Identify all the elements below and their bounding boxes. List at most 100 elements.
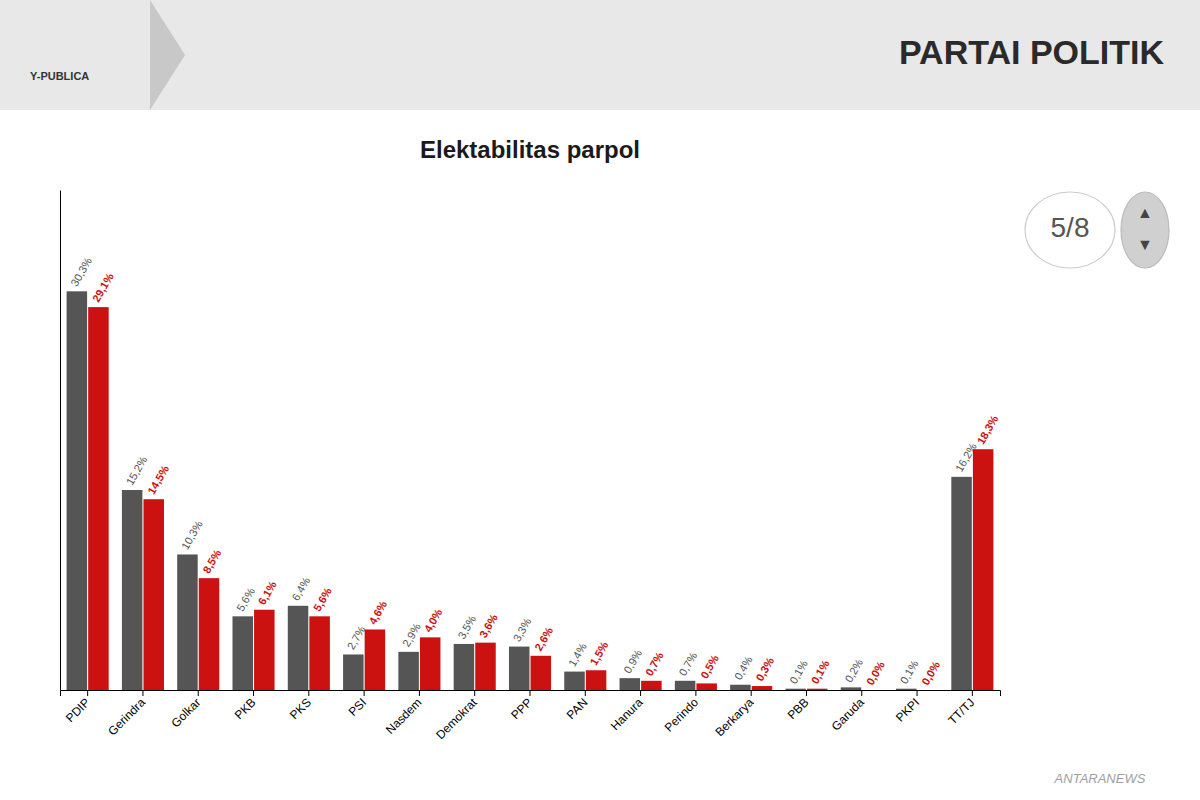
bar bbox=[365, 629, 385, 690]
x-tick: PKB bbox=[232, 690, 259, 722]
x-tick-label: TT/TJ bbox=[945, 695, 977, 727]
chart-title: Elektabilitas parpol bbox=[420, 136, 640, 163]
x-tick-mark bbox=[530, 690, 531, 696]
x-tick: Perindo bbox=[662, 690, 701, 735]
x-tick-mark bbox=[695, 690, 696, 696]
bar bbox=[454, 644, 474, 690]
bar bbox=[309, 616, 329, 690]
bar bbox=[918, 690, 938, 691]
bar bbox=[67, 291, 87, 690]
data-label: 30,3% bbox=[68, 255, 94, 288]
data-label: 2,9% bbox=[400, 621, 423, 649]
page-arrow-up: ▲ bbox=[1137, 204, 1153, 221]
bar bbox=[475, 643, 495, 690]
data-label: 0,7% bbox=[643, 650, 666, 678]
bar bbox=[785, 689, 805, 690]
bar bbox=[564, 672, 584, 690]
x-tick-label: PKB bbox=[232, 695, 259, 722]
x-tick-label: PKS bbox=[287, 695, 314, 722]
data-label: 6,4% bbox=[289, 575, 312, 603]
x-tick-mark bbox=[751, 690, 752, 696]
data-label: 14,5% bbox=[145, 463, 171, 496]
x-tick-mark bbox=[640, 690, 641, 696]
data-label: 3,3% bbox=[511, 616, 534, 644]
x-tick-label: PBB bbox=[785, 695, 812, 722]
x-tick: PSI bbox=[346, 690, 370, 719]
bar bbox=[177, 554, 197, 690]
x-tick: PDIP bbox=[63, 690, 93, 725]
x-tick-label: PKPI bbox=[893, 695, 922, 724]
data-label: 3,5% bbox=[455, 613, 478, 641]
data-label: 5,6% bbox=[311, 585, 334, 613]
bar bbox=[730, 685, 750, 690]
bar bbox=[675, 681, 695, 690]
x-tick: PAN bbox=[564, 690, 591, 722]
data-label: 0,9% bbox=[621, 647, 644, 675]
x-tick-label: Berkarya bbox=[712, 695, 756, 739]
x-tick-label: PPP bbox=[508, 695, 535, 722]
x-tick-label: Gerindra bbox=[105, 695, 148, 738]
data-label: 0,7% bbox=[676, 650, 699, 678]
bar bbox=[398, 652, 418, 690]
x-axis: PDIP Gerindra Golkar PKB PKS PSI NasdemDemokra… bbox=[61, 690, 1001, 742]
bar bbox=[696, 683, 716, 690]
bar bbox=[122, 490, 142, 690]
x-tick: Demokrat bbox=[433, 690, 480, 742]
bar bbox=[88, 307, 108, 690]
bar bbox=[620, 678, 640, 690]
bar bbox=[199, 578, 219, 690]
page-indicator-bg bbox=[1025, 192, 1115, 268]
x-tick: PKS bbox=[287, 690, 314, 722]
x-tick-label: PAN bbox=[564, 695, 591, 722]
data-label: 6,1% bbox=[256, 579, 279, 607]
x-tick: PKPI bbox=[893, 690, 922, 725]
x-tick-mark bbox=[364, 690, 365, 696]
bar bbox=[841, 687, 861, 690]
data-label: 1,4% bbox=[566, 641, 589, 669]
bar bbox=[288, 606, 308, 690]
data-label: 0,5% bbox=[698, 653, 721, 681]
y-axis-line bbox=[60, 191, 61, 691]
data-label: 29,1% bbox=[90, 271, 116, 304]
x-tick-mark bbox=[142, 690, 143, 696]
data-label: 0,1% bbox=[809, 658, 832, 686]
bar bbox=[973, 449, 993, 690]
x-tick-label: Golkar bbox=[168, 695, 203, 730]
x-tick-mark bbox=[972, 690, 973, 696]
x-tick-mark bbox=[253, 690, 254, 696]
y-axis bbox=[60, 191, 61, 691]
data-label: 0,0% bbox=[919, 659, 942, 687]
x-tick-mark bbox=[87, 690, 88, 696]
bar bbox=[531, 656, 551, 690]
logo-text: Y-PUBLICA bbox=[30, 70, 89, 82]
x-tick: Nasdem bbox=[383, 690, 424, 737]
x-tick-mark bbox=[474, 690, 475, 696]
chart: Y-PUBLICAPARTAI POLITIKElektabilitas par… bbox=[0, 0, 1200, 800]
bar bbox=[951, 477, 971, 690]
data-label: 5,6% bbox=[234, 585, 257, 613]
x-tick-label: Demokrat bbox=[433, 695, 480, 742]
data-label: 16,2% bbox=[953, 441, 979, 474]
x-tick: Hanura bbox=[608, 690, 646, 733]
data-label: 2,6% bbox=[532, 625, 555, 653]
bar bbox=[752, 686, 772, 690]
bar bbox=[232, 616, 252, 690]
data-label: 0,2% bbox=[842, 656, 865, 684]
x-tick-label: Perindo bbox=[662, 695, 701, 734]
x-tick: TT/TJ bbox=[945, 690, 977, 727]
x-tick-mark bbox=[917, 690, 918, 696]
x-tick-mark bbox=[419, 690, 420, 696]
bar bbox=[862, 690, 882, 691]
x-tick: Garuda bbox=[829, 690, 867, 734]
data-label: 0,1% bbox=[787, 658, 810, 686]
x-tick-label: Nasdem bbox=[383, 695, 424, 736]
x-tick-label: Hanura bbox=[608, 695, 646, 733]
data-label: 18,3% bbox=[974, 413, 1000, 446]
bar bbox=[641, 681, 661, 690]
x-tick-mark bbox=[585, 690, 586, 696]
data-labels: 30,3%15,2%10,3%5,6%6,4%2,7%2,9%3,5%3,3%1… bbox=[68, 255, 1000, 687]
bar bbox=[807, 689, 827, 690]
page-indicator: 5/8 bbox=[1051, 212, 1090, 243]
x-tick-label: PSI bbox=[346, 695, 370, 719]
x-tick-label: Garuda bbox=[829, 695, 867, 733]
